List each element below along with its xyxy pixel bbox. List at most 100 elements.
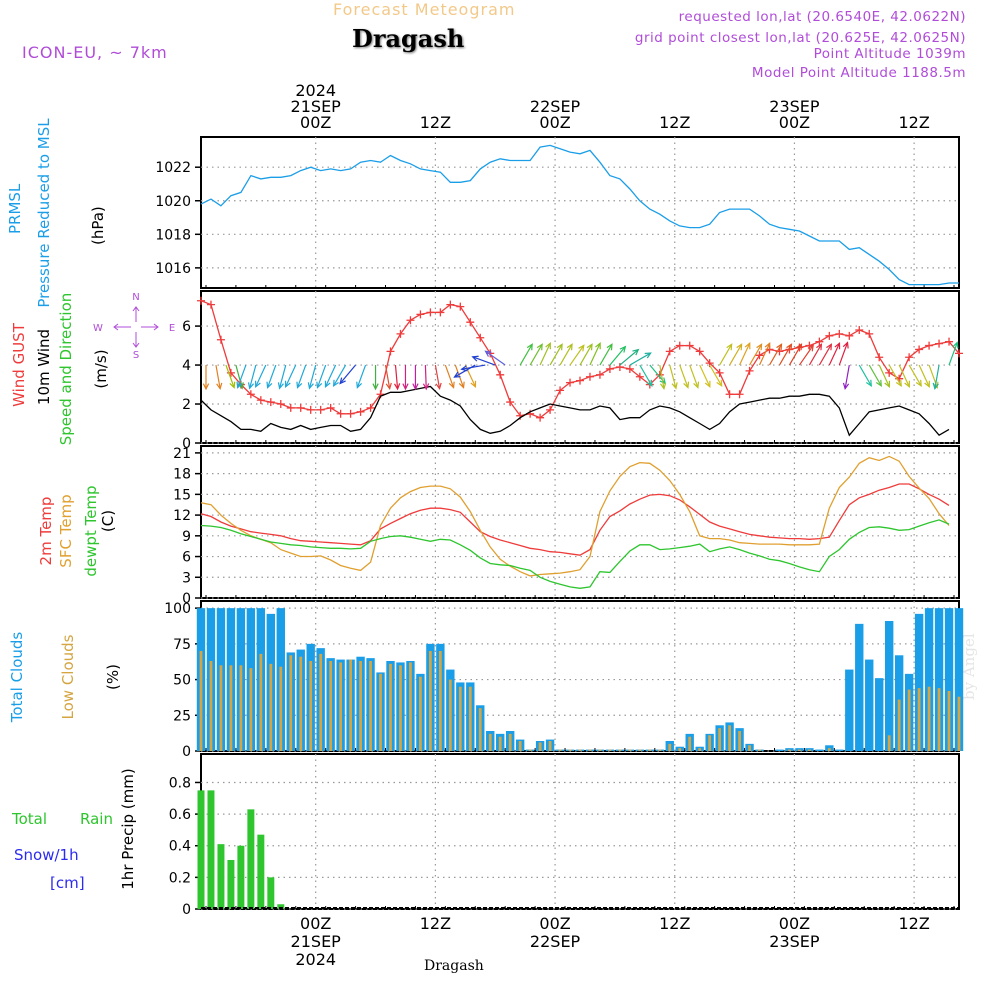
wind-arrow-shaft (249, 364, 257, 389)
wind-arrow-shaft (394, 364, 399, 390)
top-time-label: 21SEP (291, 97, 342, 116)
gust-marker (685, 341, 694, 350)
top-time-label: 00Z (539, 113, 570, 132)
wind-arrow-shaft (629, 352, 651, 366)
wind-arrow-shaft (669, 364, 677, 389)
wind-arrow-shaft (519, 343, 533, 366)
low-cloud-bar (738, 731, 741, 751)
gust-marker (336, 409, 345, 418)
wind-arrow-shaft (225, 364, 235, 388)
low-cloud-bar (478, 708, 482, 751)
low-cloud-bar (309, 661, 313, 751)
gust-marker (735, 390, 744, 399)
gust-marker (396, 329, 405, 338)
wind-arrow-shaft (434, 364, 441, 389)
temperature-ytick-label: 6 (182, 550, 191, 566)
gust-marker (306, 405, 315, 414)
wind-arrow-head (339, 377, 346, 385)
wind-arrow-head (324, 380, 331, 389)
gust-marker (885, 368, 894, 377)
wind-arrow-head (460, 365, 468, 372)
gust-marker (875, 353, 884, 362)
total-cloud-bar (845, 669, 854, 751)
low-cloud-bar (359, 661, 362, 751)
wind-arrow-head (236, 381, 243, 389)
wind-arrow-shaft (639, 364, 653, 387)
gust-marker (416, 310, 425, 319)
low-cloud-bar (578, 749, 582, 751)
wind-ytick-label: 6 (182, 319, 191, 335)
low-cloud-bar (229, 665, 233, 751)
wind-arrow-shaft (384, 364, 391, 389)
wind-arrow-head (470, 380, 477, 389)
wind-arrow-shaft (679, 364, 689, 388)
wind-frame (200, 290, 960, 444)
low-cloud-bar (798, 749, 801, 751)
bottom-time-label: 23SEP (769, 932, 820, 951)
wind-arrow-head (932, 382, 939, 391)
low-cloud-bar (498, 736, 502, 751)
low-cloud-bar (698, 748, 702, 751)
top-time-label: 12Z (898, 113, 929, 132)
low-cloud-bar (927, 686, 931, 751)
total-cloud-bar (835, 749, 844, 751)
top-time-label: 23SEP (769, 97, 820, 116)
low-cloud-bar (419, 676, 422, 751)
gust-marker (595, 370, 604, 379)
low-cloud-bar (428, 651, 432, 751)
wind-arrow-shaft (296, 364, 307, 388)
low-cloud-bar (389, 663, 392, 751)
gust-marker (466, 318, 475, 327)
low-cloud-bar (488, 733, 492, 751)
temperature-frame (200, 445, 960, 599)
wind-arrow-shaft (838, 342, 849, 366)
wind-arrow-head (693, 381, 700, 389)
compass-cross (114, 307, 158, 347)
rain-bar (257, 834, 265, 909)
gust-marker (326, 403, 335, 412)
rain-bar (197, 790, 205, 909)
bottom-time-label: 21SEP (291, 932, 342, 951)
wind-arrow-head (526, 343, 533, 351)
gust-marker (715, 368, 724, 377)
wind-arrow-shaft (868, 364, 882, 387)
gust-marker (915, 345, 924, 354)
wind-arrow-head (448, 381, 455, 389)
clouds-ytick-label: 50 (173, 673, 191, 689)
gust-marker (346, 409, 355, 418)
wind-arrow-shaft (424, 365, 427, 390)
wind-arrow-head (578, 344, 585, 352)
wind-arrow-head (595, 342, 601, 350)
gust-marker (316, 405, 325, 414)
gust-marker (286, 403, 295, 412)
gust-marker (925, 341, 934, 350)
wind-arrow-shaft (918, 364, 930, 388)
wind-arrow-shaft (215, 364, 221, 389)
precip-cm-label: [cm] (50, 874, 85, 892)
wind-arrow-head (422, 383, 430, 391)
wind-arrow-head (402, 383, 409, 391)
wind-arrow-shaft (908, 364, 922, 387)
wind-arrow-head (952, 341, 959, 349)
wind-arrow-head (385, 382, 392, 391)
top-time-label: 2024 (295, 81, 336, 100)
total-cloud-bar (865, 659, 874, 751)
wind-arrow-shaft (569, 345, 585, 366)
wind-arrow-shaft (778, 343, 792, 366)
wind-arrow-shaft (529, 343, 543, 366)
wind-arrow-shaft (285, 364, 297, 388)
precipitation-frame (200, 753, 960, 910)
wind-arrow-head (764, 342, 771, 350)
precip-total-label: Total (12, 810, 48, 828)
low-cloud-bar (399, 665, 402, 751)
wind-ytick-label: 2 (182, 397, 191, 413)
gust-marker (197, 296, 205, 305)
wind-arrow-head (202, 383, 210, 391)
wind-arrow-head (632, 348, 640, 356)
wind-arrow-head (471, 355, 479, 362)
wind-arrow-head (744, 342, 751, 350)
wind-arrow-shaft (878, 364, 890, 388)
wind-arrow-head (726, 343, 733, 351)
wind-arrow-shaft (844, 364, 850, 389)
wind-arrow-shaft (619, 349, 639, 366)
